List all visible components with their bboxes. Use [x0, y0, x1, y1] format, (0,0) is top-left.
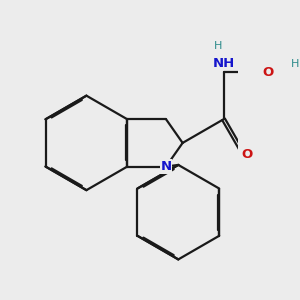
Text: H: H — [291, 58, 299, 68]
Text: NH: NH — [212, 57, 235, 70]
Text: N: N — [160, 160, 172, 173]
Text: O: O — [242, 148, 253, 160]
Text: H: H — [214, 41, 222, 51]
Text: O: O — [263, 66, 274, 79]
